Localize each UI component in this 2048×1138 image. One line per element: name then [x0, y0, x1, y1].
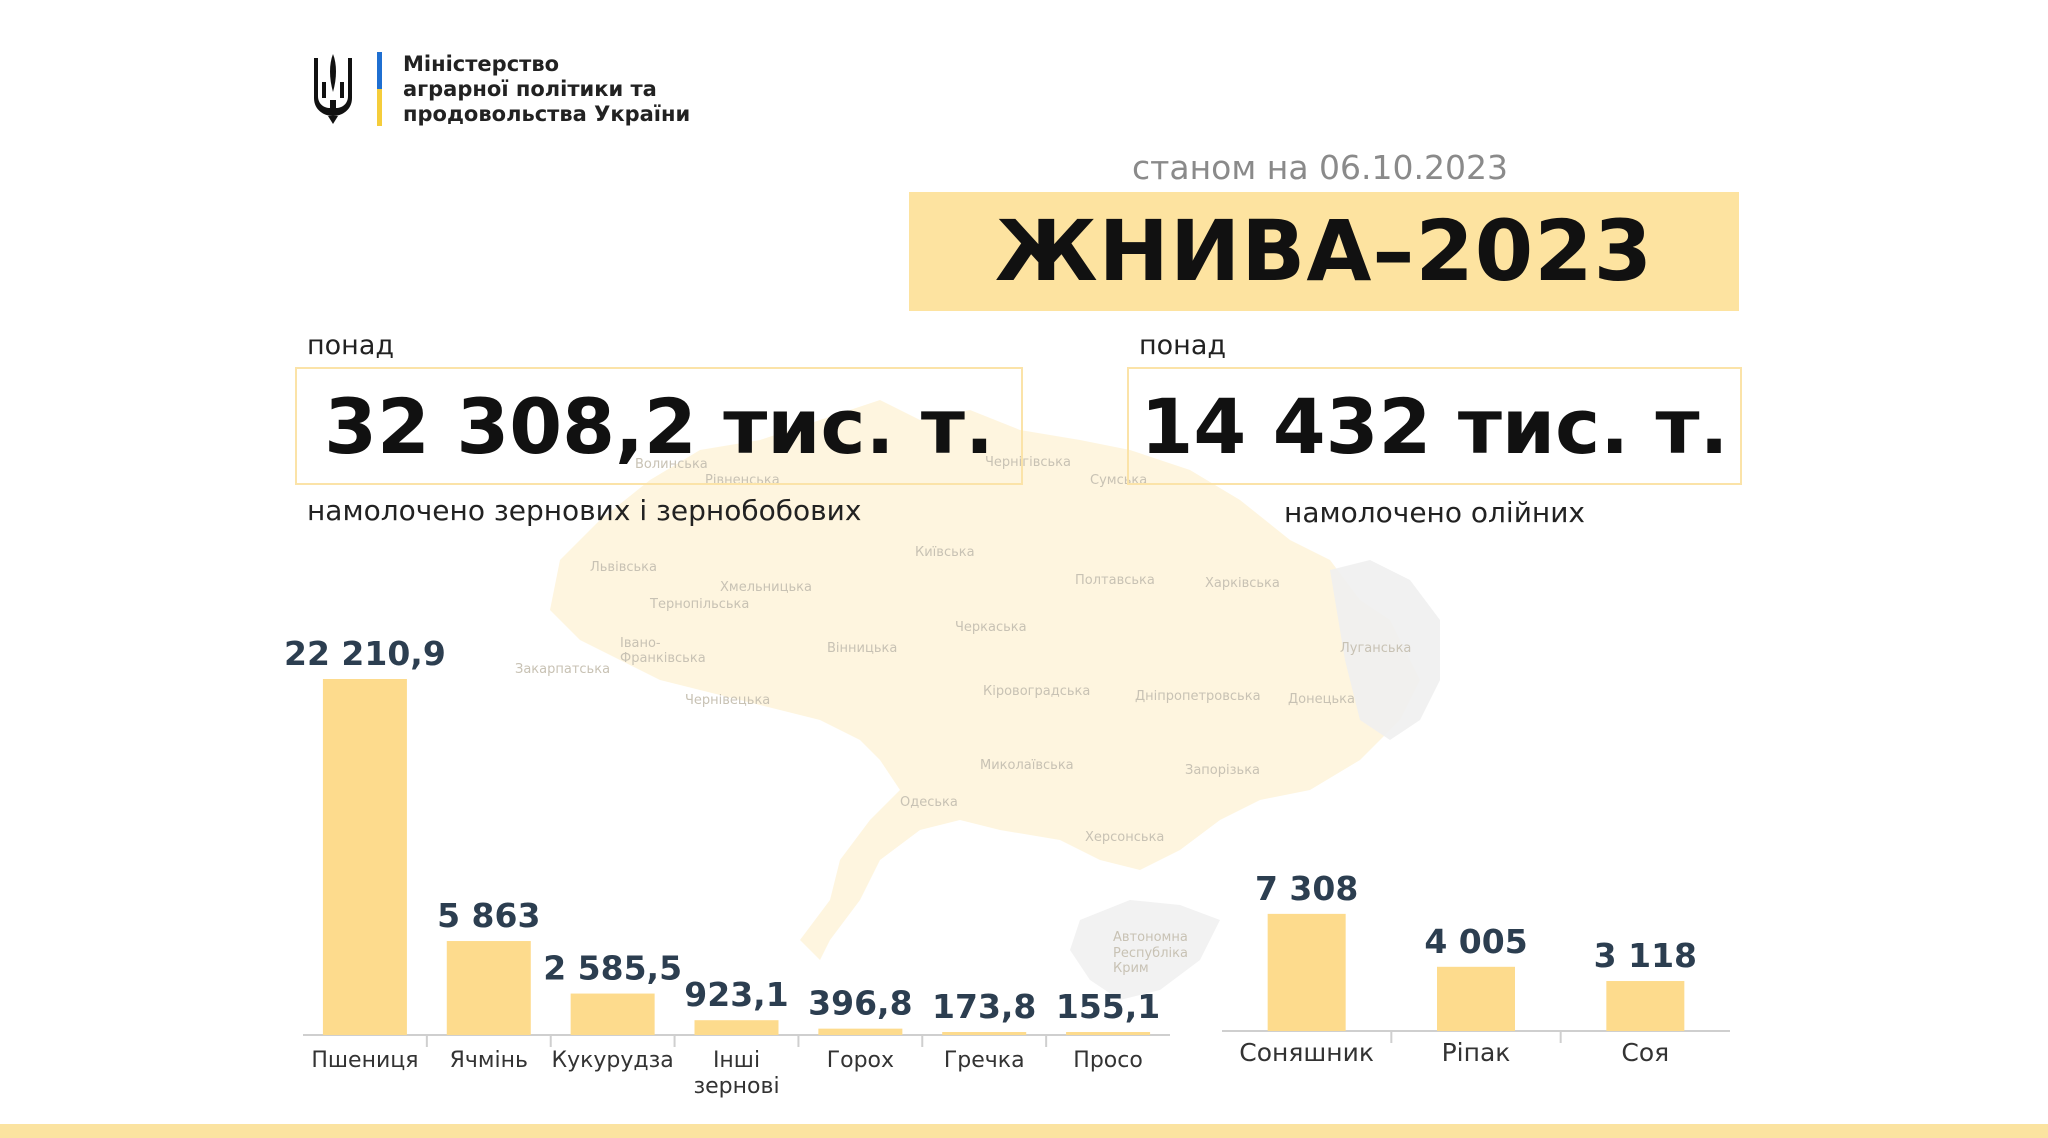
oil-prefix: понад	[1139, 330, 1227, 361]
map-region-label: Одеська	[900, 795, 958, 810]
title-banner	[909, 192, 1739, 311]
bar	[1437, 966, 1515, 1031]
map-region-label: Республіка	[1113, 946, 1188, 961]
category-label: Ріпак	[1442, 1038, 1511, 1067]
bar	[1267, 913, 1346, 1031]
map-region-label: Волинська	[635, 457, 708, 472]
category-label: Соя	[1621, 1038, 1669, 1067]
bar	[1066, 1032, 1151, 1035]
category-label: Ячмінь	[450, 1048, 528, 1073]
grain-caption: намолочено зернових і зернобобових	[307, 494, 862, 527]
bar	[942, 1032, 1027, 1035]
map-region-label: Черкаська	[955, 620, 1027, 635]
bar-value-label: 5 863	[437, 896, 540, 935]
category-label: Соняшник	[1239, 1038, 1374, 1067]
bar	[694, 1020, 779, 1035]
bar	[322, 679, 407, 1035]
map-region-label: Франківська	[620, 651, 706, 666]
bar-value-label: 2 585,5	[543, 949, 682, 988]
bar-value-label: 923,1	[684, 975, 788, 1014]
bar-value-label: 22 210,9	[284, 634, 446, 673]
map-region-label: Київська	[915, 545, 975, 560]
bar-value-label: 4 005	[1424, 922, 1527, 961]
map-region-label: Закарпатська	[515, 662, 610, 677]
ministry-line: Міністерство	[403, 52, 560, 76]
ministry-line: аграрної політики та	[403, 77, 657, 101]
map-region-label: Вінницька	[827, 641, 897, 656]
eastern-regions-shape	[1330, 560, 1440, 740]
map-region-label: Донецька	[1288, 692, 1355, 707]
ministry-name: Міністерство аграрної політики та продов…	[403, 52, 690, 127]
map-region-label: Херсонська	[1085, 830, 1164, 845]
category-label: Пшениця	[311, 1048, 418, 1073]
oil-total-box	[1127, 367, 1742, 485]
ministry-line: продовольства України	[403, 102, 691, 126]
bottom-accent-strip	[0, 1124, 2048, 1138]
map-region-label: Львівська	[590, 560, 657, 575]
map-region-label: Чернігівська	[985, 455, 1071, 470]
map-region-label: Тернопільська	[649, 597, 749, 612]
bar	[1606, 981, 1685, 1031]
category-label: Горох	[827, 1048, 894, 1073]
map-region-label: Автономна	[1113, 930, 1188, 945]
bar	[818, 1028, 903, 1035]
bar-value-label: 7 308	[1255, 869, 1358, 908]
bar-value-label: 173,8	[932, 987, 1036, 1026]
category-label: зернові	[693, 1074, 779, 1099]
bar-value-label: 3 118	[1594, 936, 1697, 975]
map-region-label: Хмельницька	[720, 580, 812, 595]
bar-value-label: 396,8	[808, 984, 912, 1023]
grain-prefix: понад	[307, 330, 395, 361]
map-region-label: Харківська	[1205, 576, 1280, 591]
bar	[570, 993, 655, 1035]
grain-total-box	[295, 367, 1023, 485]
category-label: Просо	[1073, 1048, 1143, 1073]
page-title: ЖНИВА–2023	[994, 202, 1654, 300]
map-region-label: Кіровоградська	[983, 684, 1090, 699]
crimea-shape	[1070, 900, 1220, 1000]
category-label: Інші	[713, 1048, 760, 1073]
map-region-label: Дніпропетровська	[1135, 689, 1261, 704]
oil-total-value: 14 432 тис. т.	[1140, 382, 1729, 471]
date-line: станом на 06.10.2023	[1132, 148, 1508, 187]
grain-total-value: 32 308,2 тис. т.	[324, 382, 994, 471]
map-region-label: Полтавська	[1075, 573, 1155, 588]
trident-emblem-icon	[314, 54, 352, 124]
oil-caption: намолочено олійних	[1284, 496, 1585, 529]
flag-stripe	[377, 52, 382, 126]
map-region-label: Запорізька	[1185, 763, 1260, 778]
map-region-label: Івано-	[620, 636, 661, 651]
map-region-label: Чернівецька	[685, 693, 770, 708]
category-label: Кукурудза	[551, 1048, 673, 1073]
ukraine-map-shape	[550, 400, 1420, 960]
map-region-label: Луганська	[1340, 641, 1411, 656]
bar	[446, 941, 531, 1035]
map-region-label: Миколаївська	[980, 758, 1074, 773]
bar-value-label: 155,1	[1056, 987, 1160, 1026]
map-region-label: Крим	[1113, 961, 1149, 976]
category-label: Гречка	[944, 1048, 1025, 1073]
